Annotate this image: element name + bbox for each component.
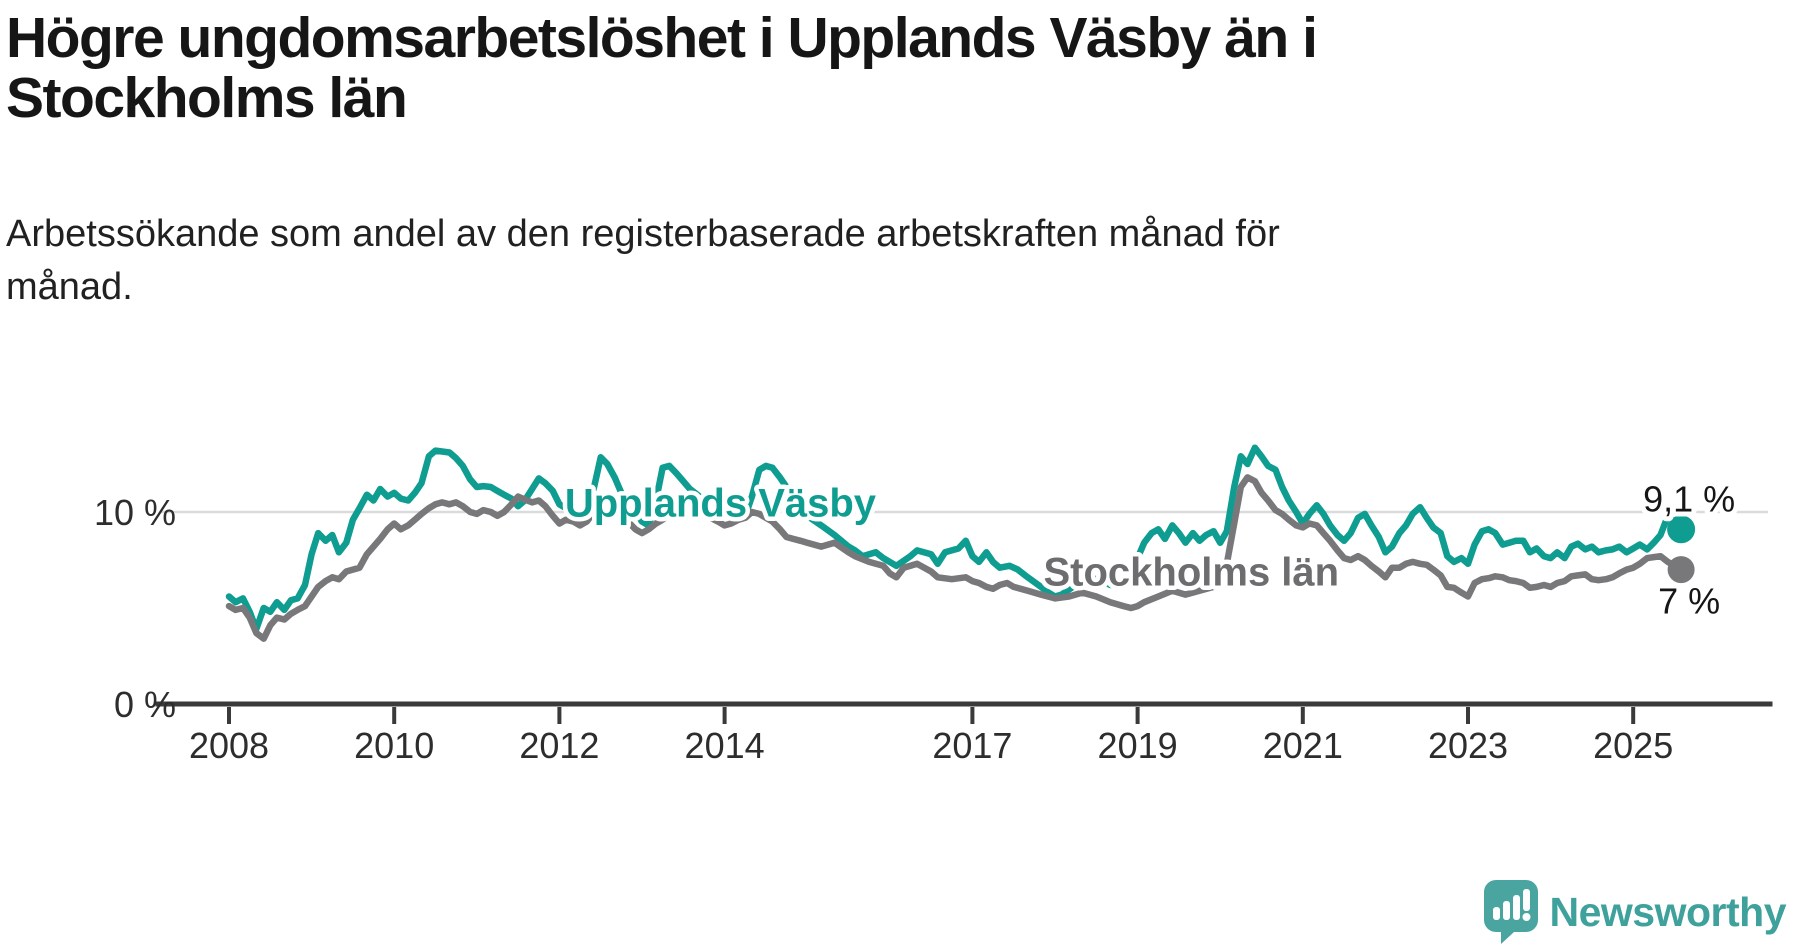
x-tick-label: 2025 — [1593, 725, 1673, 766]
subtitle-line-1: Arbetssökande som andel av den registerb… — [6, 213, 1280, 255]
title-line-2: Stockholms län — [6, 66, 408, 130]
page-title: Högre ungdomsarbetslöshet i Upplands Väs… — [6, 8, 1766, 128]
end-dot-upplands-vasby — [1667, 515, 1696, 544]
newsworthy-branding: Newsworthy — [1483, 880, 1787, 944]
y-tick-label: 10 % — [94, 492, 176, 533]
series-line-stockholms-l-n — [225, 474, 1685, 642]
chart-subtitle: Arbetssökande som andel av den registerb… — [6, 208, 1506, 314]
x-tick-label: 2023 — [1428, 725, 1508, 766]
series-line-upplands-v-sby — [225, 444, 1685, 633]
y-tick-label: 0 % — [114, 684, 176, 725]
title-line-1: Högre ungdomsarbetslöshet i Upplands Väs… — [6, 6, 1318, 70]
x-tick-label: 2008 — [189, 725, 269, 766]
end-value-label-stockholms-lan: 7 % — [1658, 581, 1720, 622]
x-tick-label: 2012 — [519, 725, 599, 766]
end-value-label-upplands-vasby: 9,1 % — [1643, 478, 1735, 519]
end-dot-stockholms-lan — [1667, 556, 1695, 584]
x-tick-label: 2019 — [1098, 725, 1178, 766]
subtitle-line-2: månad. — [6, 266, 133, 308]
series-label-stockholms-lan: Stockholms län — [1043, 551, 1339, 595]
x-tick-label: 2010 — [354, 725, 434, 766]
x-tick-label: 2021 — [1263, 725, 1343, 766]
newsworthy-wordmark: Newsworthy — [1549, 888, 1787, 935]
x-tick-label: 2014 — [685, 725, 765, 766]
series-label-upplands-vasby: Upplands Väsby — [565, 481, 877, 525]
x-tick-label: 2017 — [932, 725, 1012, 766]
newsworthy-logo-icon — [1483, 880, 1538, 944]
